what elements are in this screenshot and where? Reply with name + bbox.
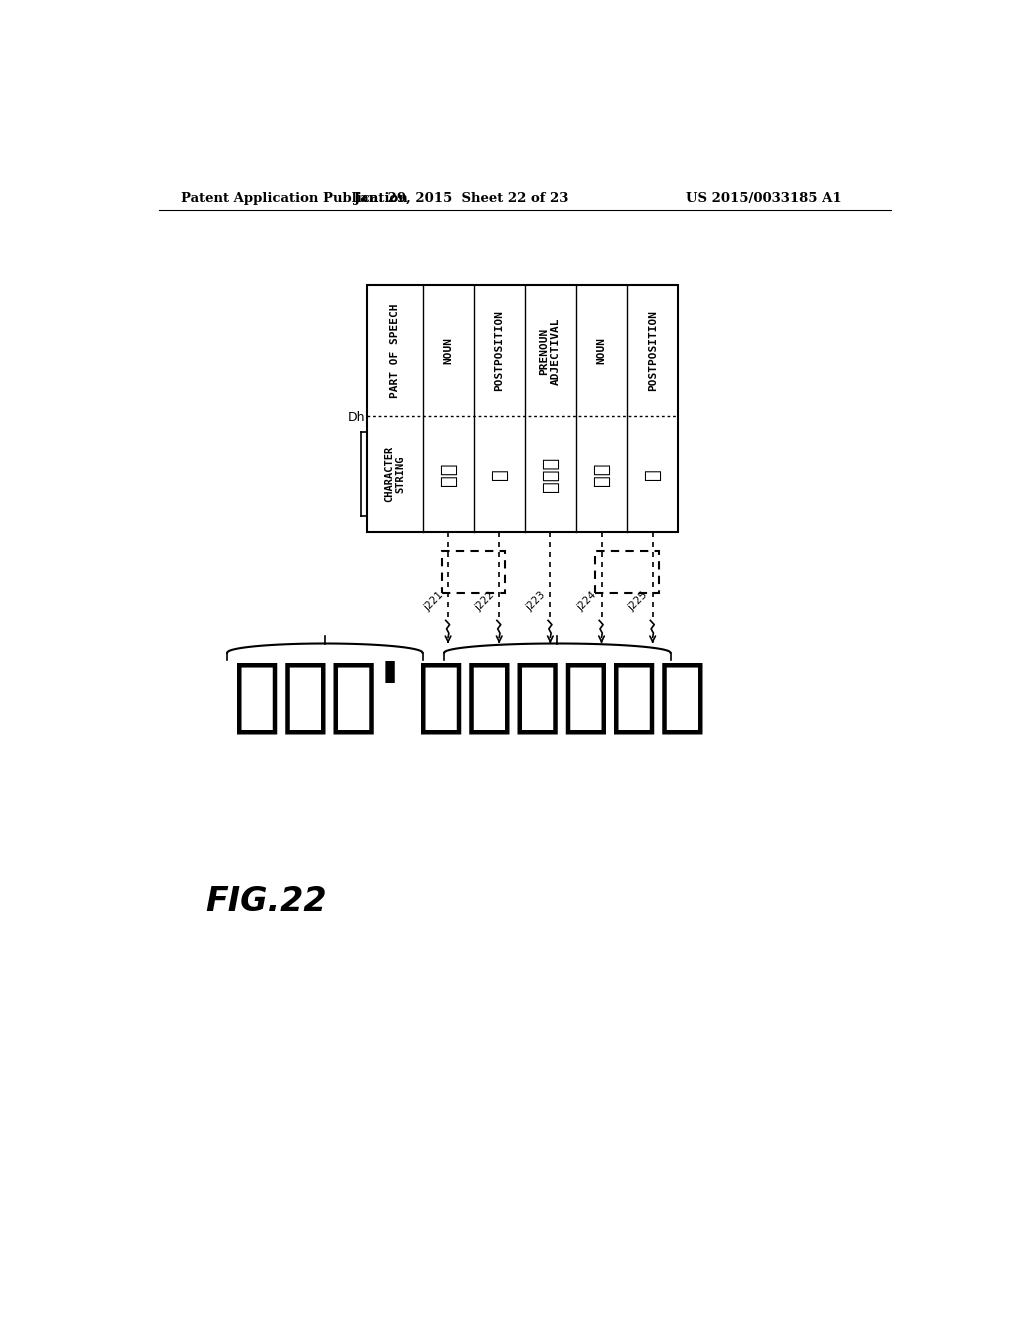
Text: j223: j223 — [524, 590, 547, 612]
Text: j224: j224 — [575, 590, 598, 612]
Text: j222: j222 — [473, 590, 496, 612]
Text: が: が — [643, 469, 663, 480]
Text: Dh: Dh — [348, 411, 366, 424]
Text: NOUN: NOUN — [443, 338, 453, 364]
Text: POSTPOSITION: POSTPOSITION — [495, 310, 504, 392]
Text: NOUN: NOUN — [597, 338, 606, 364]
Text: は: は — [489, 469, 509, 480]
Text: 今日は': 今日は' — [233, 659, 402, 737]
Text: PRENOUN
ADJECTIVAL: PRENOUN ADJECTIVAL — [540, 317, 561, 384]
Text: とても天気が: とても天気が — [417, 659, 707, 737]
Text: j225: j225 — [627, 590, 649, 612]
Text: 今日: 今日 — [438, 462, 458, 486]
Text: PART OF SPEECH: PART OF SPEECH — [389, 304, 399, 399]
Bar — [442, 552, 506, 594]
Text: j221: j221 — [422, 590, 445, 612]
Bar — [367, 285, 678, 532]
Bar — [595, 552, 658, 594]
Text: Jan. 29, 2015  Sheet 22 of 23: Jan. 29, 2015 Sheet 22 of 23 — [354, 191, 568, 205]
Text: 天気: 天気 — [592, 462, 611, 486]
Text: Patent Application Publication: Patent Application Publication — [180, 191, 408, 205]
Text: CHARACTER
STRING: CHARACTER STRING — [384, 446, 406, 502]
Text: US 2015/0033185 A1: US 2015/0033185 A1 — [686, 191, 842, 205]
Text: POSTPOSITION: POSTPOSITION — [647, 310, 657, 392]
Text: とても: とても — [541, 457, 560, 492]
Text: FIG.22: FIG.22 — [206, 884, 327, 917]
